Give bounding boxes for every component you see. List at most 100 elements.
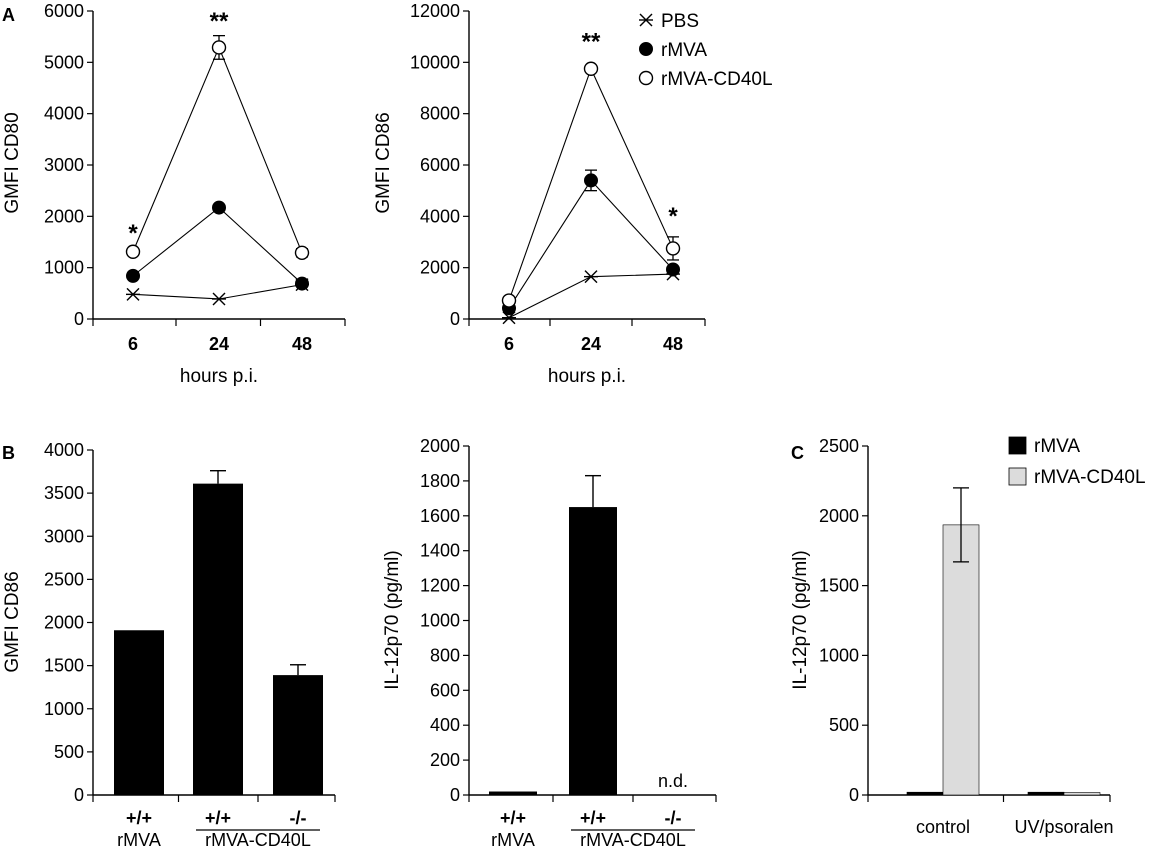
y-tick-label: 2000 <box>420 436 460 456</box>
data-point-rMVA <box>126 268 140 283</box>
data-point-rMVA <box>295 276 309 291</box>
series-line-rMVA <box>508 179 674 309</box>
x-tick-label: 24 <box>209 334 229 354</box>
bar-rMVA-CD40L <box>1063 792 1101 796</box>
y-axis-label: GMFI CD86 <box>373 112 394 213</box>
legend-swatch-rMVA <box>1008 436 1027 455</box>
data-point-rMVA-CD40L <box>665 241 681 256</box>
y-tick-label: 2000 <box>420 258 460 278</box>
legend-label-rMVA-CD40L: rMVA-CD40L <box>661 69 773 90</box>
chart-il12-bar: 0 200 400 600 800 1000 1200 1400 1600 1800 2000 IL-… <box>382 436 717 850</box>
y-tick-label: 4000 <box>44 440 84 460</box>
x-tick-label: +/+ <box>205 808 231 828</box>
data-point-rMVA <box>584 173 598 188</box>
group-label: rMVA <box>117 830 161 850</box>
x-tick-label: -/- <box>665 808 682 828</box>
bar <box>114 630 164 795</box>
chart-cd86-bar: 0 500 1000 1500 2000 2500 3000 3500 4000 GMFI CD8… <box>2 440 336 850</box>
group-label: rMVA <box>491 830 535 850</box>
y-tick-label: 1000 <box>44 258 84 278</box>
x-tick-label: control <box>916 817 970 837</box>
y-tick-label: 1000 <box>420 611 460 631</box>
data-point-rMVA <box>666 262 680 277</box>
y-tick-label: 3000 <box>44 155 84 175</box>
data-point-rMVA-CD40L <box>211 40 227 55</box>
data-point-PBS <box>126 287 140 301</box>
y-tick-label: 1200 <box>420 576 460 596</box>
y-axis-label: IL-12p70 (pg/ml) <box>790 550 811 689</box>
significance-mark: * <box>668 203 678 230</box>
group-label: rMVA-CD40L <box>580 830 686 850</box>
y-tick-label: 0 <box>450 309 460 329</box>
y-tick-label: 600 <box>430 680 460 700</box>
legend-marker-rMVA <box>639 42 653 56</box>
x-tick-label: 6 <box>504 334 514 354</box>
y-tick-label: 2000 <box>819 506 859 526</box>
bar <box>569 507 617 795</box>
x-tick-label: +/+ <box>580 808 606 828</box>
y-tick-label: 2500 <box>819 436 859 456</box>
y-tick-label: 6000 <box>420 155 460 175</box>
y-tick-label: 1400 <box>420 541 460 561</box>
significance-mark: * <box>128 220 138 247</box>
y-tick-label: 6000 <box>44 1 84 21</box>
data-point-rMVA-CD40L <box>125 244 141 259</box>
bar-rMVA <box>1027 791 1065 796</box>
x-tick-label: +/+ <box>126 808 152 828</box>
series-line-PBS <box>508 273 674 319</box>
data-point-rMVA <box>212 200 226 215</box>
chart-il12-uv: 0 500 1000 1500 2000 2500 IL-12p70 (pg/ml) cont… <box>790 436 1146 837</box>
chart-cd86-time: 0 2000 4000 6000 8000 10000 12000 GMFI CD86 6 24 4… <box>373 1 773 387</box>
y-tick-label: 800 <box>430 645 460 665</box>
series-line-rMVA-CD40L <box>132 46 303 253</box>
significance-mark: ** <box>582 29 601 56</box>
y-tick-label: 0 <box>74 309 84 329</box>
x-tick-label: +/+ <box>500 808 526 828</box>
data-point-rMVA-CD40L <box>294 245 310 260</box>
legend-label-rMVA-CD40L: rMVA-CD40L <box>1034 467 1146 488</box>
y-tick-label: 1000 <box>819 645 859 665</box>
x-axis-label: hours p.i. <box>548 366 626 387</box>
nd-annotation: n.d. <box>658 771 688 791</box>
chart-cd80: 0 1000 2000 3000 4000 5000 6000 GMFI CD80 6 24 48 h… <box>2 1 346 387</box>
x-tick-label: 6 <box>128 334 138 354</box>
panel-label-c: C <box>791 443 804 463</box>
y-tick-label: 500 <box>54 742 84 762</box>
y-tick-label: 8000 <box>420 104 460 124</box>
y-tick-label: 1800 <box>420 471 460 491</box>
series-line-rMVA <box>132 206 303 284</box>
y-tick-label: 4000 <box>44 104 84 124</box>
y-tick-label: 4000 <box>420 206 460 226</box>
x-tick-label: 48 <box>663 334 683 354</box>
group-label: rMVA-CD40L <box>205 830 311 850</box>
y-tick-label: 1500 <box>44 656 84 676</box>
y-tick-label: 12000 <box>410 1 460 21</box>
y-tick-label: 2000 <box>44 206 84 226</box>
y-tick-label: 1600 <box>420 506 460 526</box>
bar <box>193 483 243 795</box>
y-axis-label: GMFI CD86 <box>2 571 23 672</box>
legend-label-rMVA: rMVA <box>1034 436 1080 457</box>
y-tick-label: 0 <box>450 785 460 805</box>
y-tick-label: 500 <box>829 715 859 735</box>
y-tick-label: 5000 <box>44 52 84 72</box>
bar-rMVA <box>906 791 944 796</box>
y-tick-label: 3500 <box>44 483 84 503</box>
y-tick-label: 2000 <box>44 613 84 633</box>
x-tick-label: -/- <box>290 808 307 828</box>
data-point-PBS <box>584 270 598 284</box>
x-tick-label: 48 <box>292 334 312 354</box>
legend-marker-PBS <box>639 13 653 27</box>
y-tick-label: 1500 <box>819 576 859 596</box>
y-tick-label: 3000 <box>44 526 84 546</box>
data-point-PBS <box>212 292 226 306</box>
y-tick-label: 1000 <box>44 699 84 719</box>
panel-label-a: A <box>2 5 15 25</box>
y-tick-label: 200 <box>430 750 460 770</box>
legend-swatch-rMVA-CD40L <box>1008 467 1027 486</box>
bar <box>489 791 537 795</box>
y-tick-label: 10000 <box>410 52 460 72</box>
y-tick-label: 0 <box>74 785 84 805</box>
bar <box>273 675 323 795</box>
